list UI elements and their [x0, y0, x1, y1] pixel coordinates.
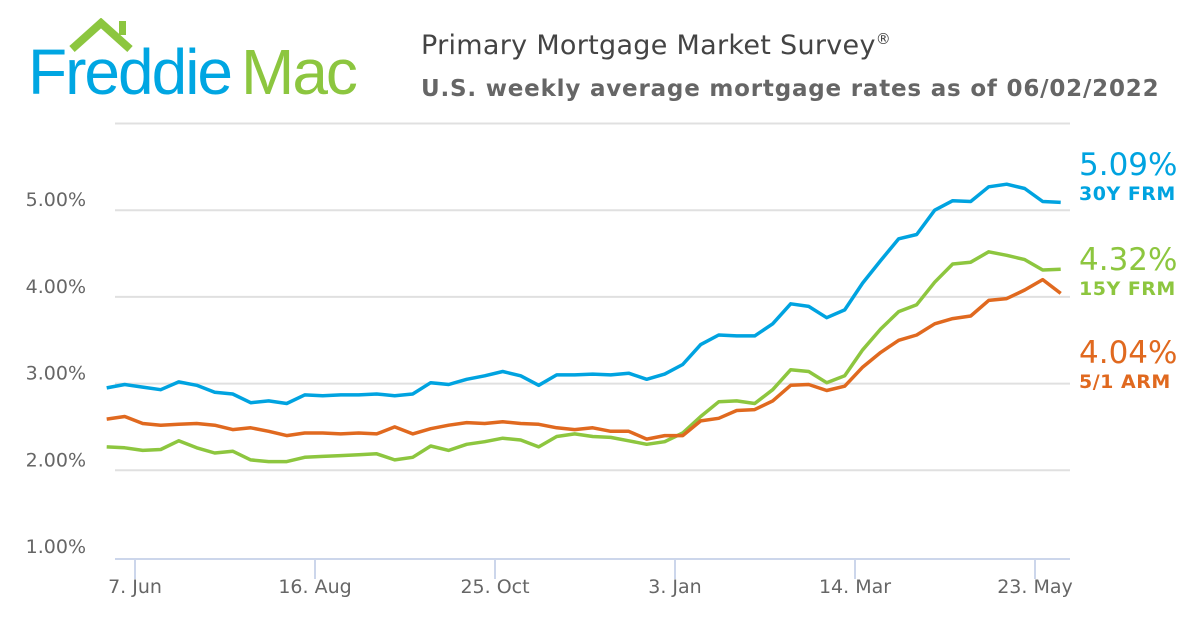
x-tick-label: 14. Mar	[819, 576, 891, 598]
series-label: 4.04% 5/1 ARM	[1079, 335, 1178, 394]
series-line-30y-frm	[106, 182, 1061, 406]
logo-wordmark: Freddie Mac	[28, 40, 358, 104]
series-latest-value: 5.09%	[1079, 147, 1178, 183]
chart-title-text: Primary Mortgage Market Survey	[421, 30, 876, 61]
series-label: 4.32% 15Y FRM	[1079, 242, 1178, 301]
series-line-5-1-arm	[106, 277, 1062, 441]
series-name: 5/1 ARM	[1079, 371, 1171, 393]
series-latest-value: 4.32%	[1079, 242, 1178, 278]
logo-freddie: Freddie	[28, 36, 233, 108]
logo-mac: Mac	[241, 36, 358, 108]
chart-title: Primary Mortgage Market Survey®	[421, 30, 891, 61]
house-roof-icon	[69, 18, 133, 52]
y-tick-label: 1.00%	[26, 536, 86, 558]
x-tick-label: 3. Jan	[648, 576, 701, 598]
y-tick-label: 3.00%	[26, 363, 86, 385]
x-tick-label: 16. Aug	[278, 576, 351, 598]
x-tick-label: 25. Oct	[460, 576, 529, 598]
freddie-mac-logo: Freddie Mac	[28, 18, 378, 108]
series-name: 15Y FRM	[1079, 278, 1176, 300]
x-tick-label: 7. Jun	[108, 576, 162, 598]
series-line-15y-frm	[106, 250, 1061, 464]
x-tick-label: 23. May	[997, 576, 1073, 598]
chart-subtitle: U.S. weekly average mortgage rates as of…	[421, 76, 1160, 102]
y-tick-label: 4.00%	[26, 276, 86, 298]
y-tick-label: 5.00%	[26, 189, 86, 211]
series-name: 30Y FRM	[1079, 183, 1176, 205]
registered-mark: ®	[875, 30, 892, 48]
series-label: 5.09% 30Y FRM	[1079, 147, 1178, 206]
series-latest-value: 4.04%	[1079, 335, 1178, 371]
y-tick-label: 2.00%	[26, 449, 86, 471]
